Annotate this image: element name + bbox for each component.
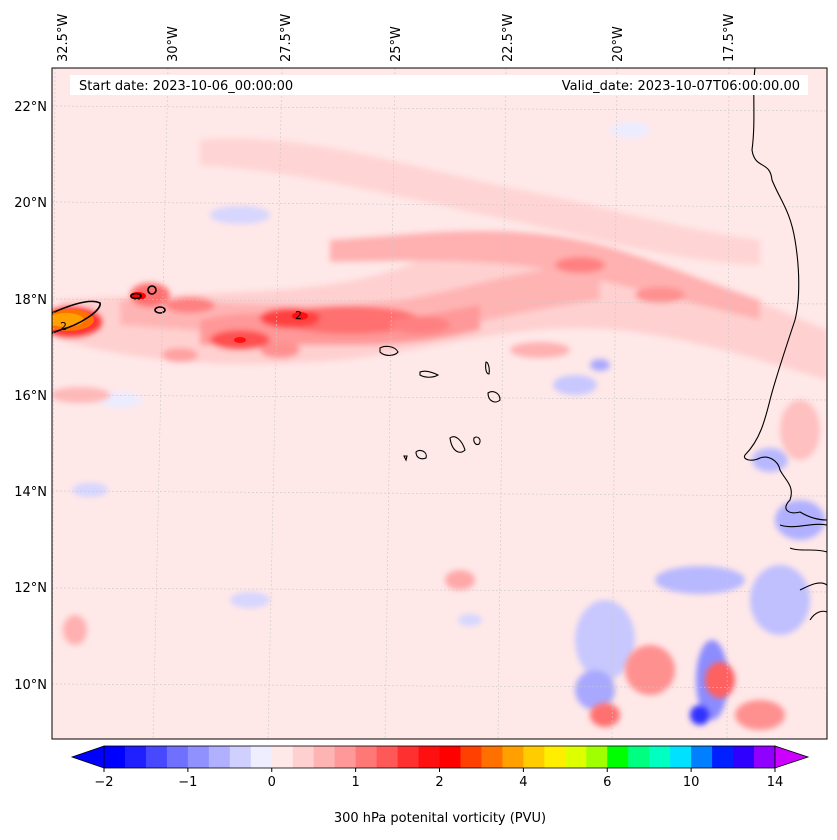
colorbar-cell — [313, 746, 336, 768]
lon-label-20w: 20°W — [611, 26, 626, 62]
colorbar-tick-label: 1 — [351, 775, 359, 790]
lat-label-14n: 14°N — [14, 485, 47, 500]
island-fogo — [415, 449, 427, 460]
lon-label-32-5w: 32.5°W — [56, 14, 71, 62]
colorbar-cell — [586, 746, 608, 768]
colorbar-cell — [460, 746, 482, 768]
contour-label-west: 2 — [60, 320, 67, 333]
island-maio — [473, 436, 481, 446]
colorbar-cell — [649, 746, 671, 768]
guinea-coast — [799, 582, 827, 591]
pv-background-field — [52, 68, 827, 739]
latitude-labels: 22°N 20°N 18°N 16°N 14°N 12°N 10°N — [14, 100, 47, 693]
colorbar-tick-label: 0 — [268, 775, 276, 790]
island-boa-vista — [487, 391, 501, 403]
colorbar-cell — [271, 746, 294, 768]
colorbar-cell — [544, 746, 566, 768]
pv-2-contours — [52, 285, 166, 334]
colorbar-tick-label: 10 — [683, 775, 700, 790]
valid-date-label: Valid_date: 2023-10-07T06:00:00.00 — [562, 79, 800, 94]
lon-label-17-5w: 17.5°W — [722, 14, 737, 62]
colorbar-cell — [376, 746, 398, 768]
lon-label-30w: 30°W — [166, 26, 181, 62]
contour-small-3 — [154, 306, 166, 314]
colorbar-cell — [502, 746, 524, 768]
colorbar-cell — [187, 746, 210, 768]
colorbar-tick-label: 2 — [435, 775, 443, 790]
colorbar-cell — [523, 746, 545, 768]
contour-small-1 — [130, 292, 142, 300]
island-brava — [403, 455, 408, 462]
map-frame — [51, 67, 828, 740]
gambia-coast — [779, 523, 827, 528]
colorbar-cell — [418, 746, 440, 768]
coastlines — [379, 68, 827, 621]
island-santo-antao — [379, 345, 399, 356]
colorbar-tick-label: 14 — [767, 775, 784, 790]
lon-label-27-5w: 27.5°W — [279, 14, 294, 62]
sierra-coast — [809, 610, 827, 621]
colorbar-cell — [712, 746, 734, 768]
contour-west — [52, 300, 101, 334]
date-header-strip — [70, 75, 808, 95]
lon-label-22-5w: 22.5°W — [501, 14, 516, 62]
contour-label-central: 2 — [295, 309, 302, 322]
colorbar-tick-label: 4 — [519, 775, 527, 790]
colorbar-cell — [166, 746, 189, 768]
colorbar-over-arrow — [774, 745, 810, 769]
colorbar-title: 300 hPa potenital vorticity (PVU) — [334, 811, 546, 826]
guinea-bissau-coast — [789, 547, 827, 553]
colorbar-cell — [439, 746, 461, 768]
island-santiago — [449, 436, 466, 453]
colorbar-cell — [481, 746, 503, 768]
colorbar-cell — [691, 746, 713, 768]
colorbar-cell — [670, 746, 692, 768]
colorbar-cell — [292, 746, 315, 768]
colorbar-ticks: −2 −1 0 1 2 4 6 10 14 — [94, 768, 783, 790]
colorbar-cell — [733, 746, 755, 768]
colorbar-cell — [334, 746, 357, 768]
colorbar-cell — [104, 746, 126, 768]
island-sao-nicolau — [419, 370, 440, 378]
colorbar-cell — [145, 746, 168, 768]
colorbar-under-arrow — [70, 745, 105, 769]
contour-small-2 — [147, 285, 157, 295]
colorbar-cell — [229, 746, 252, 768]
lon-label-25w: 25°W — [389, 26, 404, 62]
colorbar-cell — [628, 746, 650, 768]
colorbar: −2 −1 0 1 2 4 6 10 14 300 hPa potenital vorticit… — [70, 745, 810, 826]
positive-pv-band — [52, 138, 827, 730]
colorbar-cell — [355, 746, 377, 768]
colorbar-cell — [124, 746, 147, 768]
colorbar-cell — [607, 746, 629, 768]
island-sal — [485, 361, 490, 375]
longitude-labels: 32.5°W 30°W 27.5°W 25°W 22.5°W 20°W 17.5… — [56, 14, 737, 62]
colorbar-cells — [103, 745, 776, 769]
pv-field: 2 2 — [52, 68, 827, 739]
lat-label-10n: 10°N — [14, 678, 47, 693]
graticule — [52, 68, 827, 739]
lat-label-22n: 22°N — [14, 100, 47, 115]
lat-label-20n: 20°N — [14, 196, 47, 211]
negative-pv-patches — [72, 122, 825, 725]
colorbar-cell — [250, 746, 273, 768]
lat-label-12n: 12°N — [14, 581, 47, 596]
colorbar-tick-label: −2 — [94, 775, 113, 790]
colorbar-cell — [208, 746, 231, 768]
colorbar-cell — [565, 746, 587, 768]
colorbar-tick-label: 6 — [603, 775, 611, 790]
colorbar-tick-label: −1 — [178, 775, 197, 790]
lat-label-16n: 16°N — [14, 389, 47, 404]
lat-label-18n: 18°N — [14, 293, 47, 308]
start-date-label: Start date: 2023-10-06_00:00:00 — [79, 79, 293, 94]
africa-coastline — [743, 68, 827, 521]
colorbar-cell — [397, 746, 419, 768]
colorbar-cell — [754, 746, 776, 768]
